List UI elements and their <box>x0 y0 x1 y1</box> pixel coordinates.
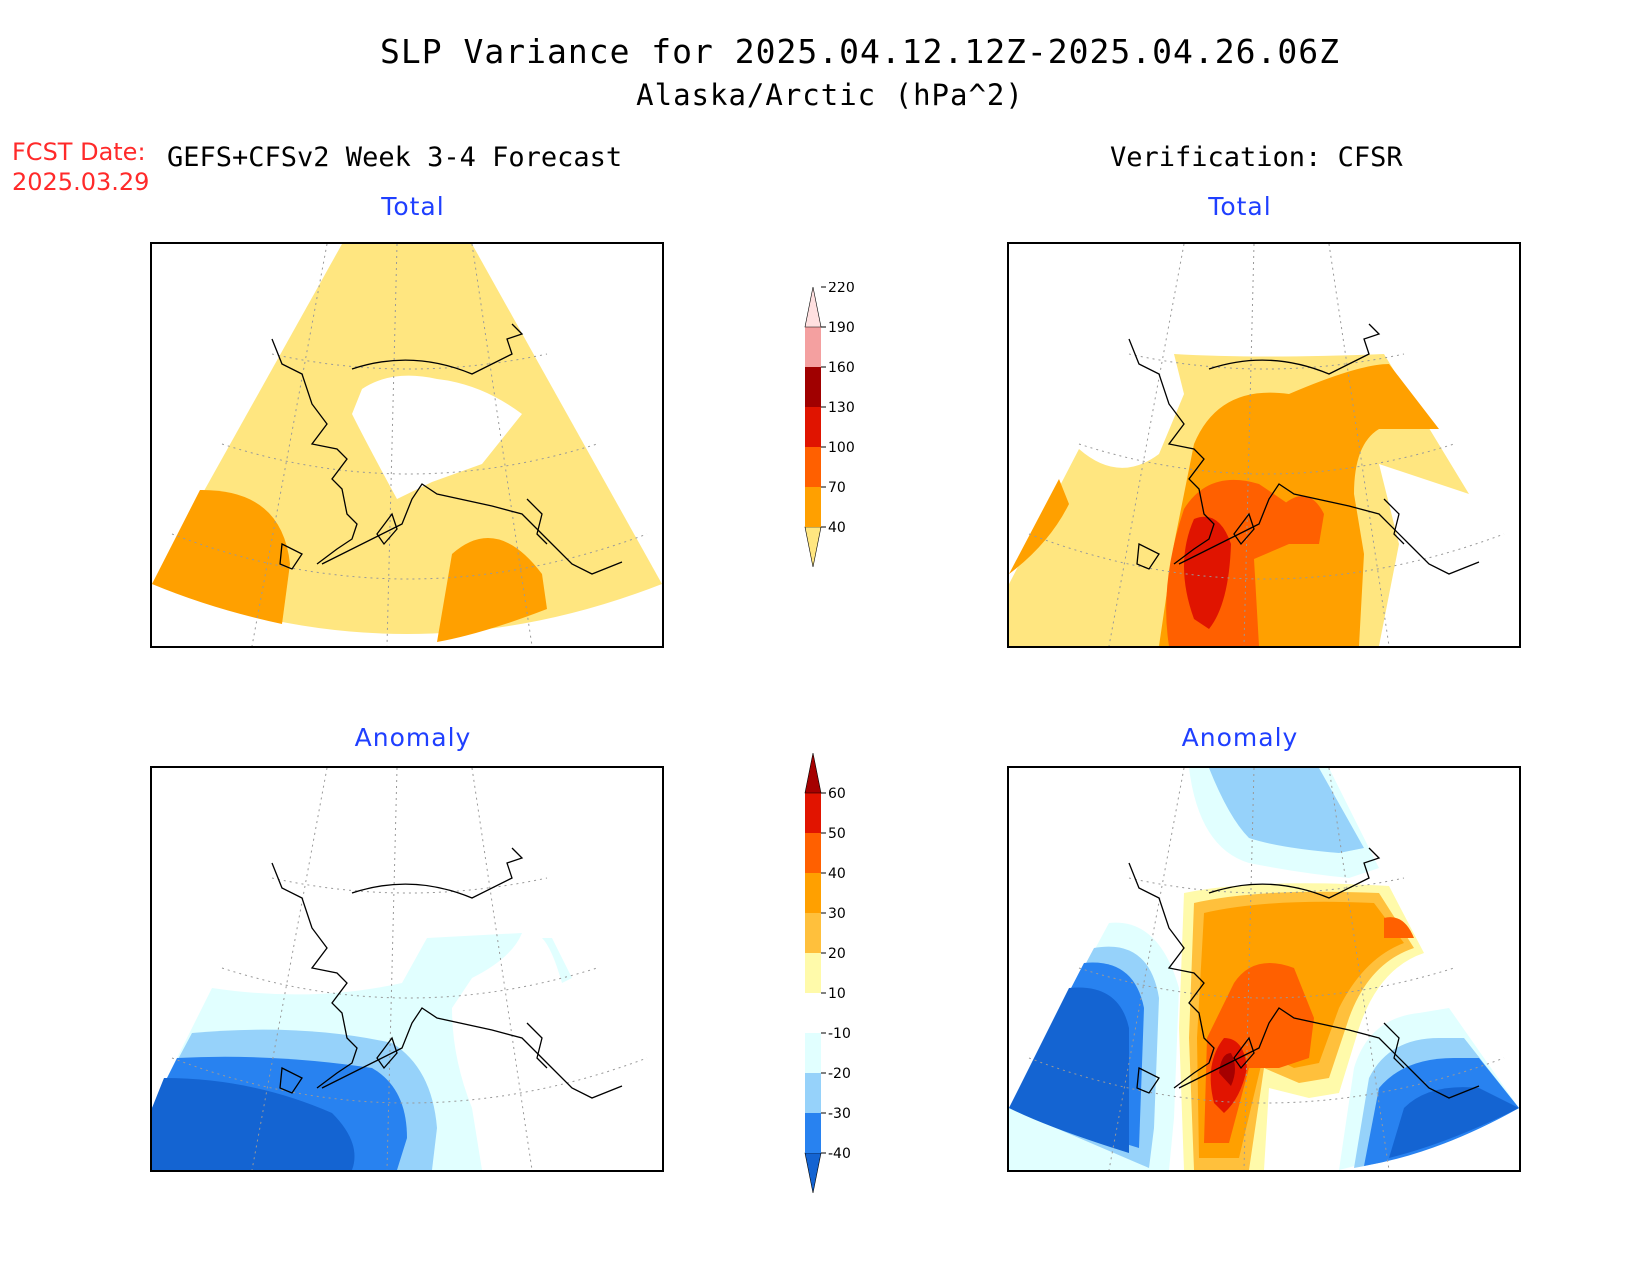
anomaly-colorbar-box <box>805 793 821 833</box>
variance-70-100-region <box>1009 479 1069 574</box>
total-colorbar-label: 70 <box>828 480 846 496</box>
total-colorbar-label: 100 <box>828 440 855 456</box>
anomaly-colorbar-box <box>805 1033 821 1073</box>
anomaly-colorbar-box <box>805 953 821 993</box>
forecast-date-value: 2025.03.29 <box>12 168 150 196</box>
anomaly-below-minus40-region <box>152 1078 355 1170</box>
total-colorbar-label: 160 <box>828 360 855 376</box>
variance-below-40-region <box>352 375 522 499</box>
forecast-total-map <box>150 242 664 648</box>
anomaly-below-minus40-region <box>1389 1087 1519 1158</box>
main-title: SLP Variance for 2025.04.12.12Z-2025.04.… <box>380 32 1340 71</box>
total-colorbar-box <box>805 447 821 487</box>
anomaly-colorbar-label: 30 <box>828 906 846 922</box>
total-colorbar-box <box>804 526 822 568</box>
total-colorbar-label: 130 <box>828 400 855 416</box>
anomaly-below-minus40-region <box>1009 987 1129 1153</box>
forecast-column-title: GEFS+CFSv2 Week 3-4 Forecast <box>167 142 623 173</box>
verification-total-map <box>1007 242 1521 648</box>
total-colorbar-box <box>805 327 821 367</box>
anomaly-colorbar-box <box>805 1073 821 1113</box>
verification-anomaly-map <box>1007 766 1521 1172</box>
coastline <box>1128 847 1480 1099</box>
anomaly-above-60-region <box>1219 1053 1235 1086</box>
anomaly-colorbar-label: -20 <box>828 1066 851 1082</box>
variance-70-100-region <box>152 489 290 624</box>
anomaly-colorbar-box <box>804 1152 822 1194</box>
variance-100-130-region <box>1284 496 1324 544</box>
total-colorbar-box <box>804 286 822 328</box>
variance-130-160-region <box>1184 516 1231 629</box>
forecast-anomaly-map <box>150 766 664 1172</box>
total-colorbar-labels: 40 70 100 130 160 190 220 <box>821 280 855 536</box>
total-colorbar-label: 190 <box>828 320 855 336</box>
graticule <box>171 768 648 1170</box>
coastline <box>1128 323 1480 575</box>
anomaly-colorbar-label: 40 <box>828 866 846 882</box>
anomaly-colorbar-label: 20 <box>828 946 846 962</box>
anomaly-colorbar-box <box>804 752 822 794</box>
total-colorbar-label: 220 <box>828 282 855 296</box>
anomaly-minus10-minus20-region <box>542 938 572 983</box>
verification-column-title: Verification: CFSR <box>1110 142 1403 173</box>
coastline <box>271 847 623 1099</box>
anomaly-colorbar-box <box>805 833 821 873</box>
anomaly-minus20-minus30-region <box>1209 768 1364 853</box>
total-colorbar-box <box>805 407 821 447</box>
graticule <box>1028 768 1505 1170</box>
verification-anomaly-title: Anomaly <box>1181 723 1299 752</box>
verification-total-title: Total <box>1208 192 1272 221</box>
variance-70-100-region <box>437 538 547 642</box>
graticule <box>171 244 648 646</box>
anomaly-colorbar: -40 -30 -20 -10 10 20 30 40 50 60 <box>790 748 870 1212</box>
total-colorbar: 40 70 100 130 160 190 220 <box>790 280 870 626</box>
anomaly-colorbar-label: -30 <box>828 1106 851 1122</box>
graticule <box>1028 244 1505 646</box>
anomaly-colorbar-label: 50 <box>828 826 846 842</box>
anomaly-40-50-region <box>1384 917 1414 938</box>
anomaly-colorbar-box <box>805 1113 821 1153</box>
anomaly-colorbar-boxes <box>804 752 822 1194</box>
coastline <box>271 323 623 575</box>
total-colorbar-label: 40 <box>828 520 846 536</box>
anomaly-colorbar-label: -40 <box>828 1146 851 1162</box>
main-subtitle: Alaska/Arctic (hPa^2) <box>636 78 1024 112</box>
forecast-anomaly-title: Anomaly <box>354 723 472 752</box>
anomaly-colorbar-label: 10 <box>828 986 846 1002</box>
anomaly-colorbar-box <box>805 873 821 913</box>
total-colorbar-box <box>805 487 821 527</box>
total-colorbar-boxes <box>804 286 822 568</box>
anomaly-colorbar-label: -10 <box>828 1026 851 1042</box>
forecast-total-title: Total <box>381 192 445 221</box>
anomaly-colorbar-label: 60 <box>828 786 846 802</box>
anomaly-colorbar-box <box>805 993 821 1033</box>
anomaly-colorbar-box <box>805 913 821 953</box>
total-colorbar-box <box>805 367 821 407</box>
anomaly-colorbar-labels: -40 -30 -20 -10 10 20 30 40 50 60 <box>821 786 851 1162</box>
forecast-date-label: FCST Date: <box>12 138 146 166</box>
